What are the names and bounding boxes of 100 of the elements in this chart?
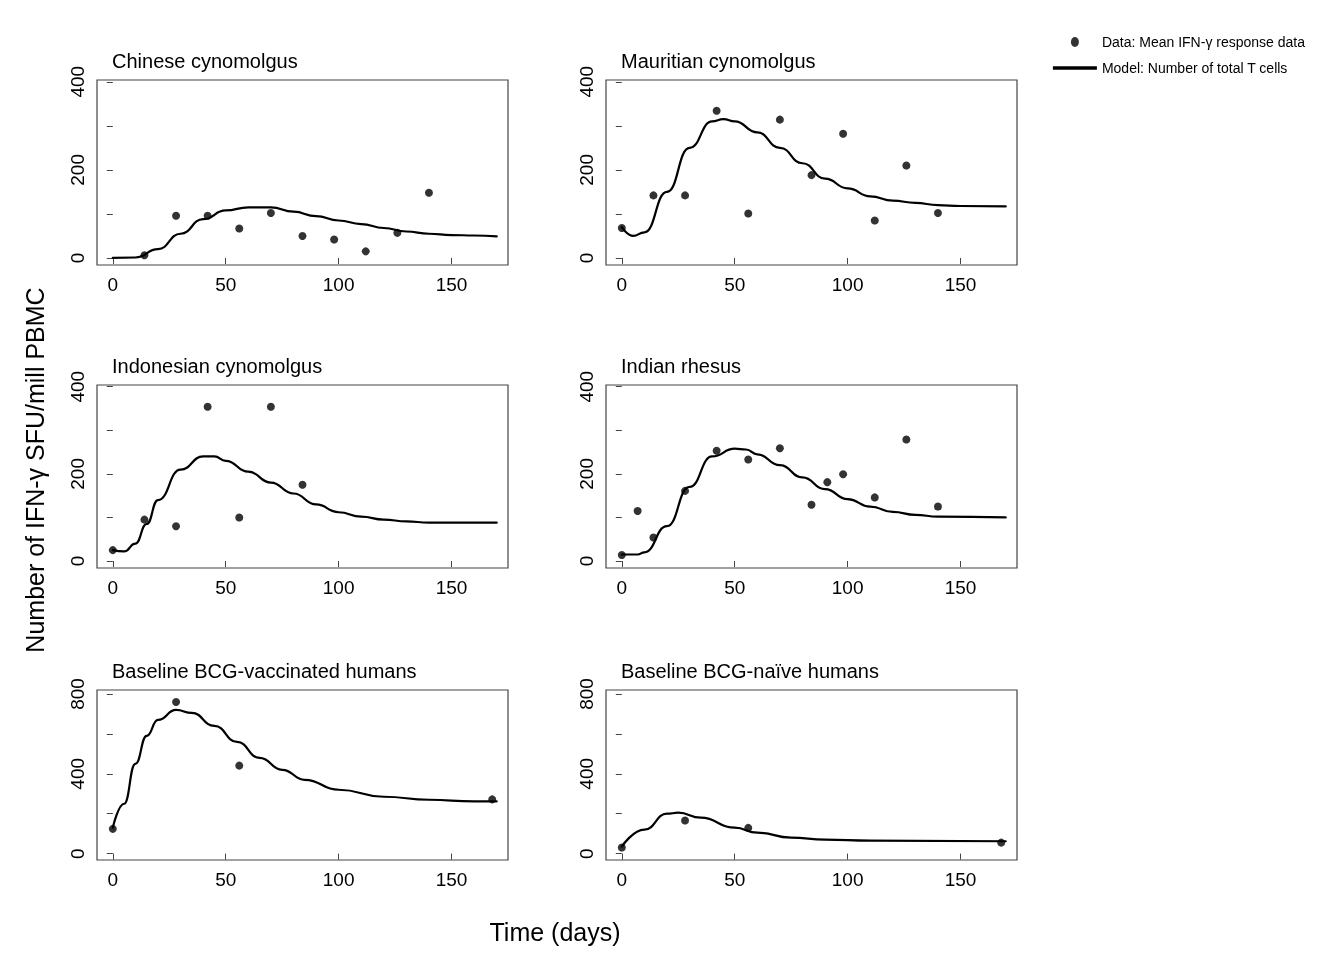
chart-title: Chinese cynomolgus xyxy=(112,50,298,72)
line-series xyxy=(111,206,498,260)
y-tick-label: 400 xyxy=(576,370,597,403)
y-tick-label: 400 xyxy=(576,757,597,790)
x-tick-label: 100 xyxy=(831,577,864,598)
point xyxy=(330,235,339,244)
point xyxy=(298,480,307,489)
x-tick-label: 100 xyxy=(831,274,864,295)
x-tick-label: 50 xyxy=(724,869,746,890)
y-tick-label: 0 xyxy=(67,848,88,859)
point xyxy=(649,533,658,542)
point xyxy=(681,486,690,495)
x-tick-label: 0 xyxy=(616,869,628,890)
y-tick-label: 400 xyxy=(67,370,88,403)
x-tick-label: 100 xyxy=(322,577,355,598)
point xyxy=(488,795,497,804)
x-tick-label: 0 xyxy=(107,274,119,295)
point xyxy=(424,188,433,197)
y-tick-label: 0 xyxy=(576,555,597,567)
point xyxy=(203,211,212,220)
point xyxy=(870,493,879,502)
point xyxy=(823,478,832,487)
point xyxy=(235,761,244,770)
point xyxy=(266,209,275,218)
point xyxy=(172,522,181,531)
y-tick-label: 200 xyxy=(67,458,88,490)
point xyxy=(266,402,275,411)
x-tick-label: 150 xyxy=(944,577,977,598)
x-tick-label: 100 xyxy=(322,274,355,295)
point xyxy=(902,435,911,444)
point xyxy=(839,470,848,479)
point xyxy=(744,455,753,464)
y-tick-label: 0 xyxy=(576,252,597,264)
point xyxy=(108,546,117,555)
point xyxy=(172,211,181,220)
y-tick-label: 200 xyxy=(576,154,597,186)
point xyxy=(108,824,117,833)
y-tick-label: 0 xyxy=(67,555,88,567)
point xyxy=(681,191,690,200)
chart-title: Indian rhesus xyxy=(621,355,742,377)
y-tick-label: 200 xyxy=(576,458,597,490)
point xyxy=(172,697,181,706)
point xyxy=(902,161,911,170)
x-tick-label: 0 xyxy=(616,274,628,295)
point xyxy=(649,191,658,200)
x-tick-label: 150 xyxy=(944,869,977,890)
point xyxy=(870,216,879,225)
x-tick-label: 150 xyxy=(435,869,468,890)
point xyxy=(298,231,307,240)
point xyxy=(744,823,753,832)
point xyxy=(633,506,642,515)
point xyxy=(775,115,784,124)
x-tick-label: 50 xyxy=(724,274,746,295)
x-tick-label: 150 xyxy=(435,577,468,598)
x-tick-label: 0 xyxy=(107,577,119,598)
point xyxy=(140,515,149,524)
point xyxy=(807,171,816,180)
point xyxy=(712,106,721,115)
chart-title: Baseline BCG-vaccinated humans xyxy=(112,660,417,682)
y-tick-label: 0 xyxy=(576,848,597,859)
point xyxy=(235,513,244,522)
point xyxy=(617,224,626,232)
point xyxy=(203,402,212,411)
point xyxy=(839,129,848,138)
point xyxy=(933,209,942,218)
point xyxy=(933,502,942,511)
x-tick-label: 50 xyxy=(724,577,746,598)
y-tick-label: 200 xyxy=(67,154,88,186)
x-tick-label: 100 xyxy=(322,869,355,890)
y-tick-label: 400 xyxy=(67,757,88,790)
point xyxy=(744,209,753,218)
y-tick-label: 400 xyxy=(576,65,597,98)
x-tick-label: 50 xyxy=(215,577,237,598)
x-tick-label: 150 xyxy=(435,274,468,295)
chart-title: Indonesian cynomolgus xyxy=(112,355,323,377)
y-tick-label: 400 xyxy=(67,65,88,98)
x-axis-title: Time (days) xyxy=(489,917,621,947)
x-tick-label: 0 xyxy=(107,869,119,890)
y-tick-label: 800 xyxy=(576,678,597,710)
y-tick-label: 0 xyxy=(67,252,88,264)
point xyxy=(712,446,721,455)
chart-title: Baseline BCG-naïve humans xyxy=(621,660,879,682)
point xyxy=(140,251,149,260)
x-tick-label: 50 xyxy=(215,274,237,295)
point xyxy=(807,500,816,509)
y-tick-label: 800 xyxy=(67,678,88,710)
point xyxy=(997,838,1006,847)
point xyxy=(235,224,244,233)
x-tick-label: 50 xyxy=(215,869,237,890)
legend-label: Data: Mean IFN-γ response data xyxy=(1101,34,1306,50)
point xyxy=(775,444,784,453)
point xyxy=(361,247,370,256)
x-tick-label: 100 xyxy=(831,869,864,890)
y-axis-title: Number of IFN-γ SFU/mill PBMC xyxy=(20,287,50,653)
legend-label: Model: Number of total T cells xyxy=(1101,60,1288,76)
chart-title: Mauritian cynomolgus xyxy=(621,50,816,72)
x-tick-label: 0 xyxy=(616,577,628,598)
point xyxy=(681,816,690,825)
x-tick-label: 150 xyxy=(944,274,977,295)
point xyxy=(393,228,402,237)
